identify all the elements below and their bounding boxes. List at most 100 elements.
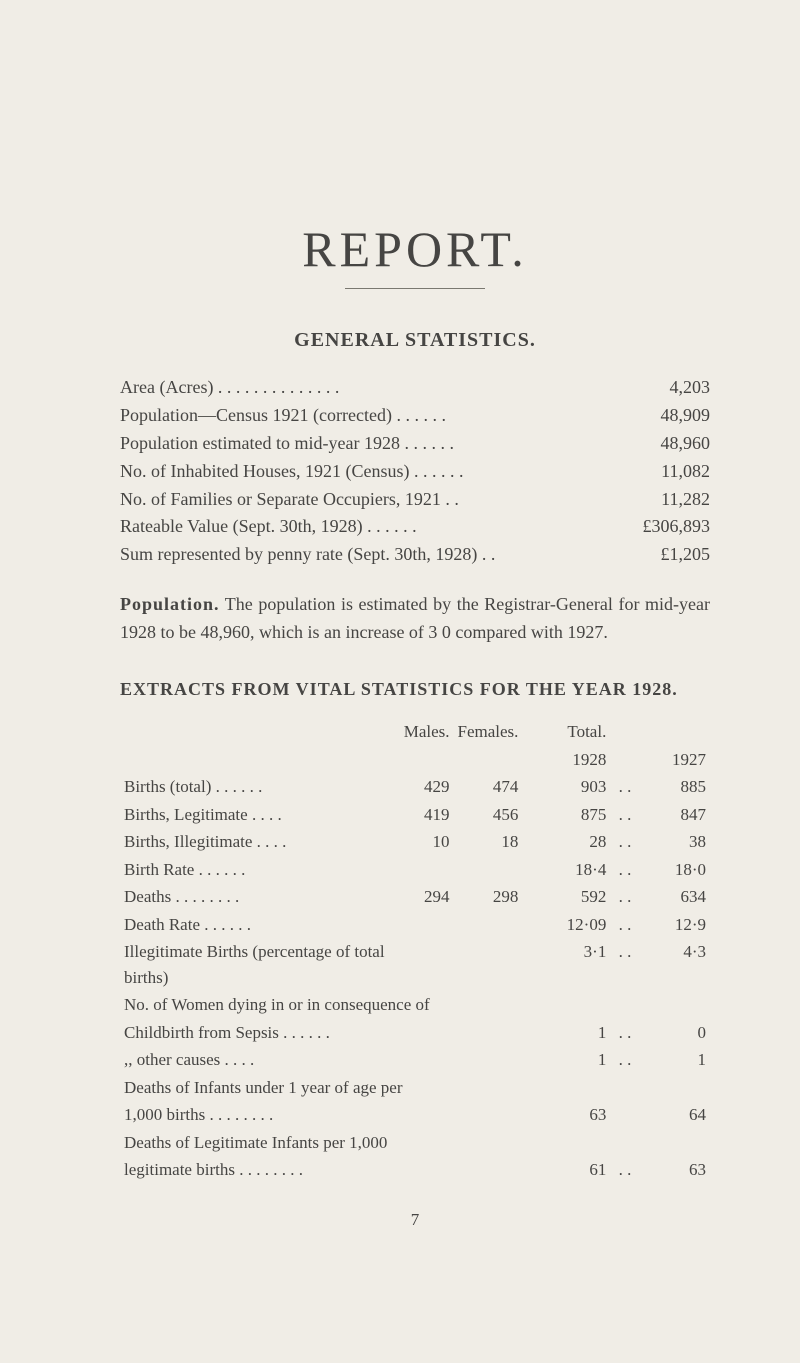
row-females: 456 [454,801,523,829]
empty-cell [120,718,389,746]
page-number: 7 [120,1210,710,1230]
row-females [454,856,523,884]
women-heading-row: No. of Women dying in or in consequence … [120,991,710,1019]
general-statistics-heading: GENERAL STATISTICS. [120,329,710,352]
row-year: 63 [640,1156,710,1184]
row-year: 38 [640,828,710,856]
row-males [389,938,454,991]
row-dots [610,1101,639,1129]
row-label: Illegitimate Births (percentage of total… [120,938,389,991]
gen-row: Area (Acres) . . . . . . . . . . . . . .… [120,374,710,402]
row-total: 63 [522,1101,610,1129]
row-dots: . . [610,883,639,911]
gen-value: £306,893 [620,513,710,541]
row-dots: . . [610,1046,639,1074]
row-year: 634 [640,883,710,911]
row-males: 429 [389,773,454,801]
row-year: 0 [640,1019,710,1047]
row-males: 294 [389,883,454,911]
row-label: Births, Legitimate . . . . [120,801,389,829]
table-row: Illegitimate Births (percentage of total… [120,938,710,991]
empty-cell [120,746,389,774]
table-row: Deaths . . . . . . . .294298592. .634 [120,883,710,911]
row-year: 12·9 [640,911,710,939]
gen-label: No. of Inhabited Houses, 1921 (Census) .… [120,458,620,486]
gen-row: Sum represented by penny rate (Sept. 30t… [120,541,710,569]
row-total: 592 [522,883,610,911]
row-dots: . . [610,1156,639,1184]
population-label: Population. [120,594,220,614]
row-total: 12·09 [522,911,610,939]
table-row: Births (total) . . . . . .429474903. .88… [120,773,710,801]
table-row: Deaths of Infants under 1 year of age pe… [120,1074,710,1102]
empty-cell [454,746,523,774]
row-dots: . . [610,801,639,829]
empty-cell [389,746,454,774]
col-females: Females. [454,718,523,746]
row-females [454,911,523,939]
year-1927: 1927 [640,746,710,774]
row-label: Deaths of Legitimate Infants per 1,000 [120,1129,710,1157]
row-males: 419 [389,801,454,829]
row-label: Death Rate . . . . . . [120,911,389,939]
vital-statistics-table: Males. Females. Total. 1928 1927 Births … [120,718,710,1184]
row-year: 18·0 [640,856,710,884]
extracts-heading: EXTRACTS FROM VITAL STATISTICS FOR THE Y… [120,679,710,700]
row-dots: . . [610,773,639,801]
row-label: ,, other causes . . . . [120,1046,522,1074]
general-statistics-block: Area (Acres) . . . . . . . . . . . . . .… [120,374,710,569]
row-females: 18 [454,828,523,856]
row-year: 4·3 [640,938,710,991]
women-heading: No. of Women dying in or in consequence … [120,991,710,1019]
row-dots: . . [610,911,639,939]
row-total: 1 [522,1019,610,1047]
row-label: Births (total) . . . . . . [120,773,389,801]
row-label: Birth Rate . . . . . . [120,856,389,884]
gen-value: 11,082 [620,458,710,486]
row-females [454,938,523,991]
gen-row: No. of Inhabited Houses, 1921 (Census) .… [120,458,710,486]
row-total: 1 [522,1046,610,1074]
table-row: Births, Legitimate . . . .419456875. .84… [120,801,710,829]
document-page: REPORT. GENERAL STATISTICS. Area (Acres)… [0,0,800,1270]
gen-row: Rateable Value (Sept. 30th, 1928) . . . … [120,513,710,541]
row-males: 10 [389,828,454,856]
col-males: Males. [389,718,454,746]
title-rule [345,288,485,289]
row-year: 847 [640,801,710,829]
year-1928: 1928 [522,746,610,774]
table-row: 1,000 births . . . . . . . .6364 [120,1101,710,1129]
row-label: Deaths of Infants under 1 year of age pe… [120,1074,710,1102]
row-label: Births, Illegitimate . . . . [120,828,389,856]
gen-value: £1,205 [620,541,710,569]
table-header-row-2: 1928 1927 [120,746,710,774]
row-females: 298 [454,883,523,911]
col-total: Total. [522,718,610,746]
gen-row: Population—Census 1921 (corrected) . . .… [120,402,710,430]
row-year: 885 [640,773,710,801]
report-title: REPORT. [120,220,710,278]
gen-value: 48,960 [620,430,710,458]
row-females: 474 [454,773,523,801]
row-label: Childbirth from Sepsis . . . . . . [120,1019,522,1047]
table-header-row-1: Males. Females. Total. [120,718,710,746]
gen-label: Rateable Value (Sept. 30th, 1928) . . . … [120,513,620,541]
table-row: ,, other causes . . . .1. .1 [120,1046,710,1074]
table-row: Birth Rate . . . . . .18·4. .18·0 [120,856,710,884]
row-total: 903 [522,773,610,801]
gen-row: No. of Families or Separate Occupiers, 1… [120,486,710,514]
empty-cell [610,746,639,774]
row-dots: . . [610,938,639,991]
row-year: 1 [640,1046,710,1074]
table-row: Childbirth from Sepsis . . . . . .1. .0 [120,1019,710,1047]
row-label: 1,000 births . . . . . . . . [120,1101,522,1129]
population-paragraph: Population. The population is estimated … [120,591,710,647]
row-total: 3·1 [522,938,610,991]
table-row: legitimate births . . . . . . . .61. .63 [120,1156,710,1184]
gen-row: Population estimated to mid-year 1928 . … [120,430,710,458]
row-label: legitimate births . . . . . . . . [120,1156,522,1184]
gen-label: Area (Acres) . . . . . . . . . . . . . . [120,374,620,402]
gen-label: Population estimated to mid-year 1928 . … [120,430,620,458]
row-total: 61 [522,1156,610,1184]
row-dots: . . [610,1019,639,1047]
